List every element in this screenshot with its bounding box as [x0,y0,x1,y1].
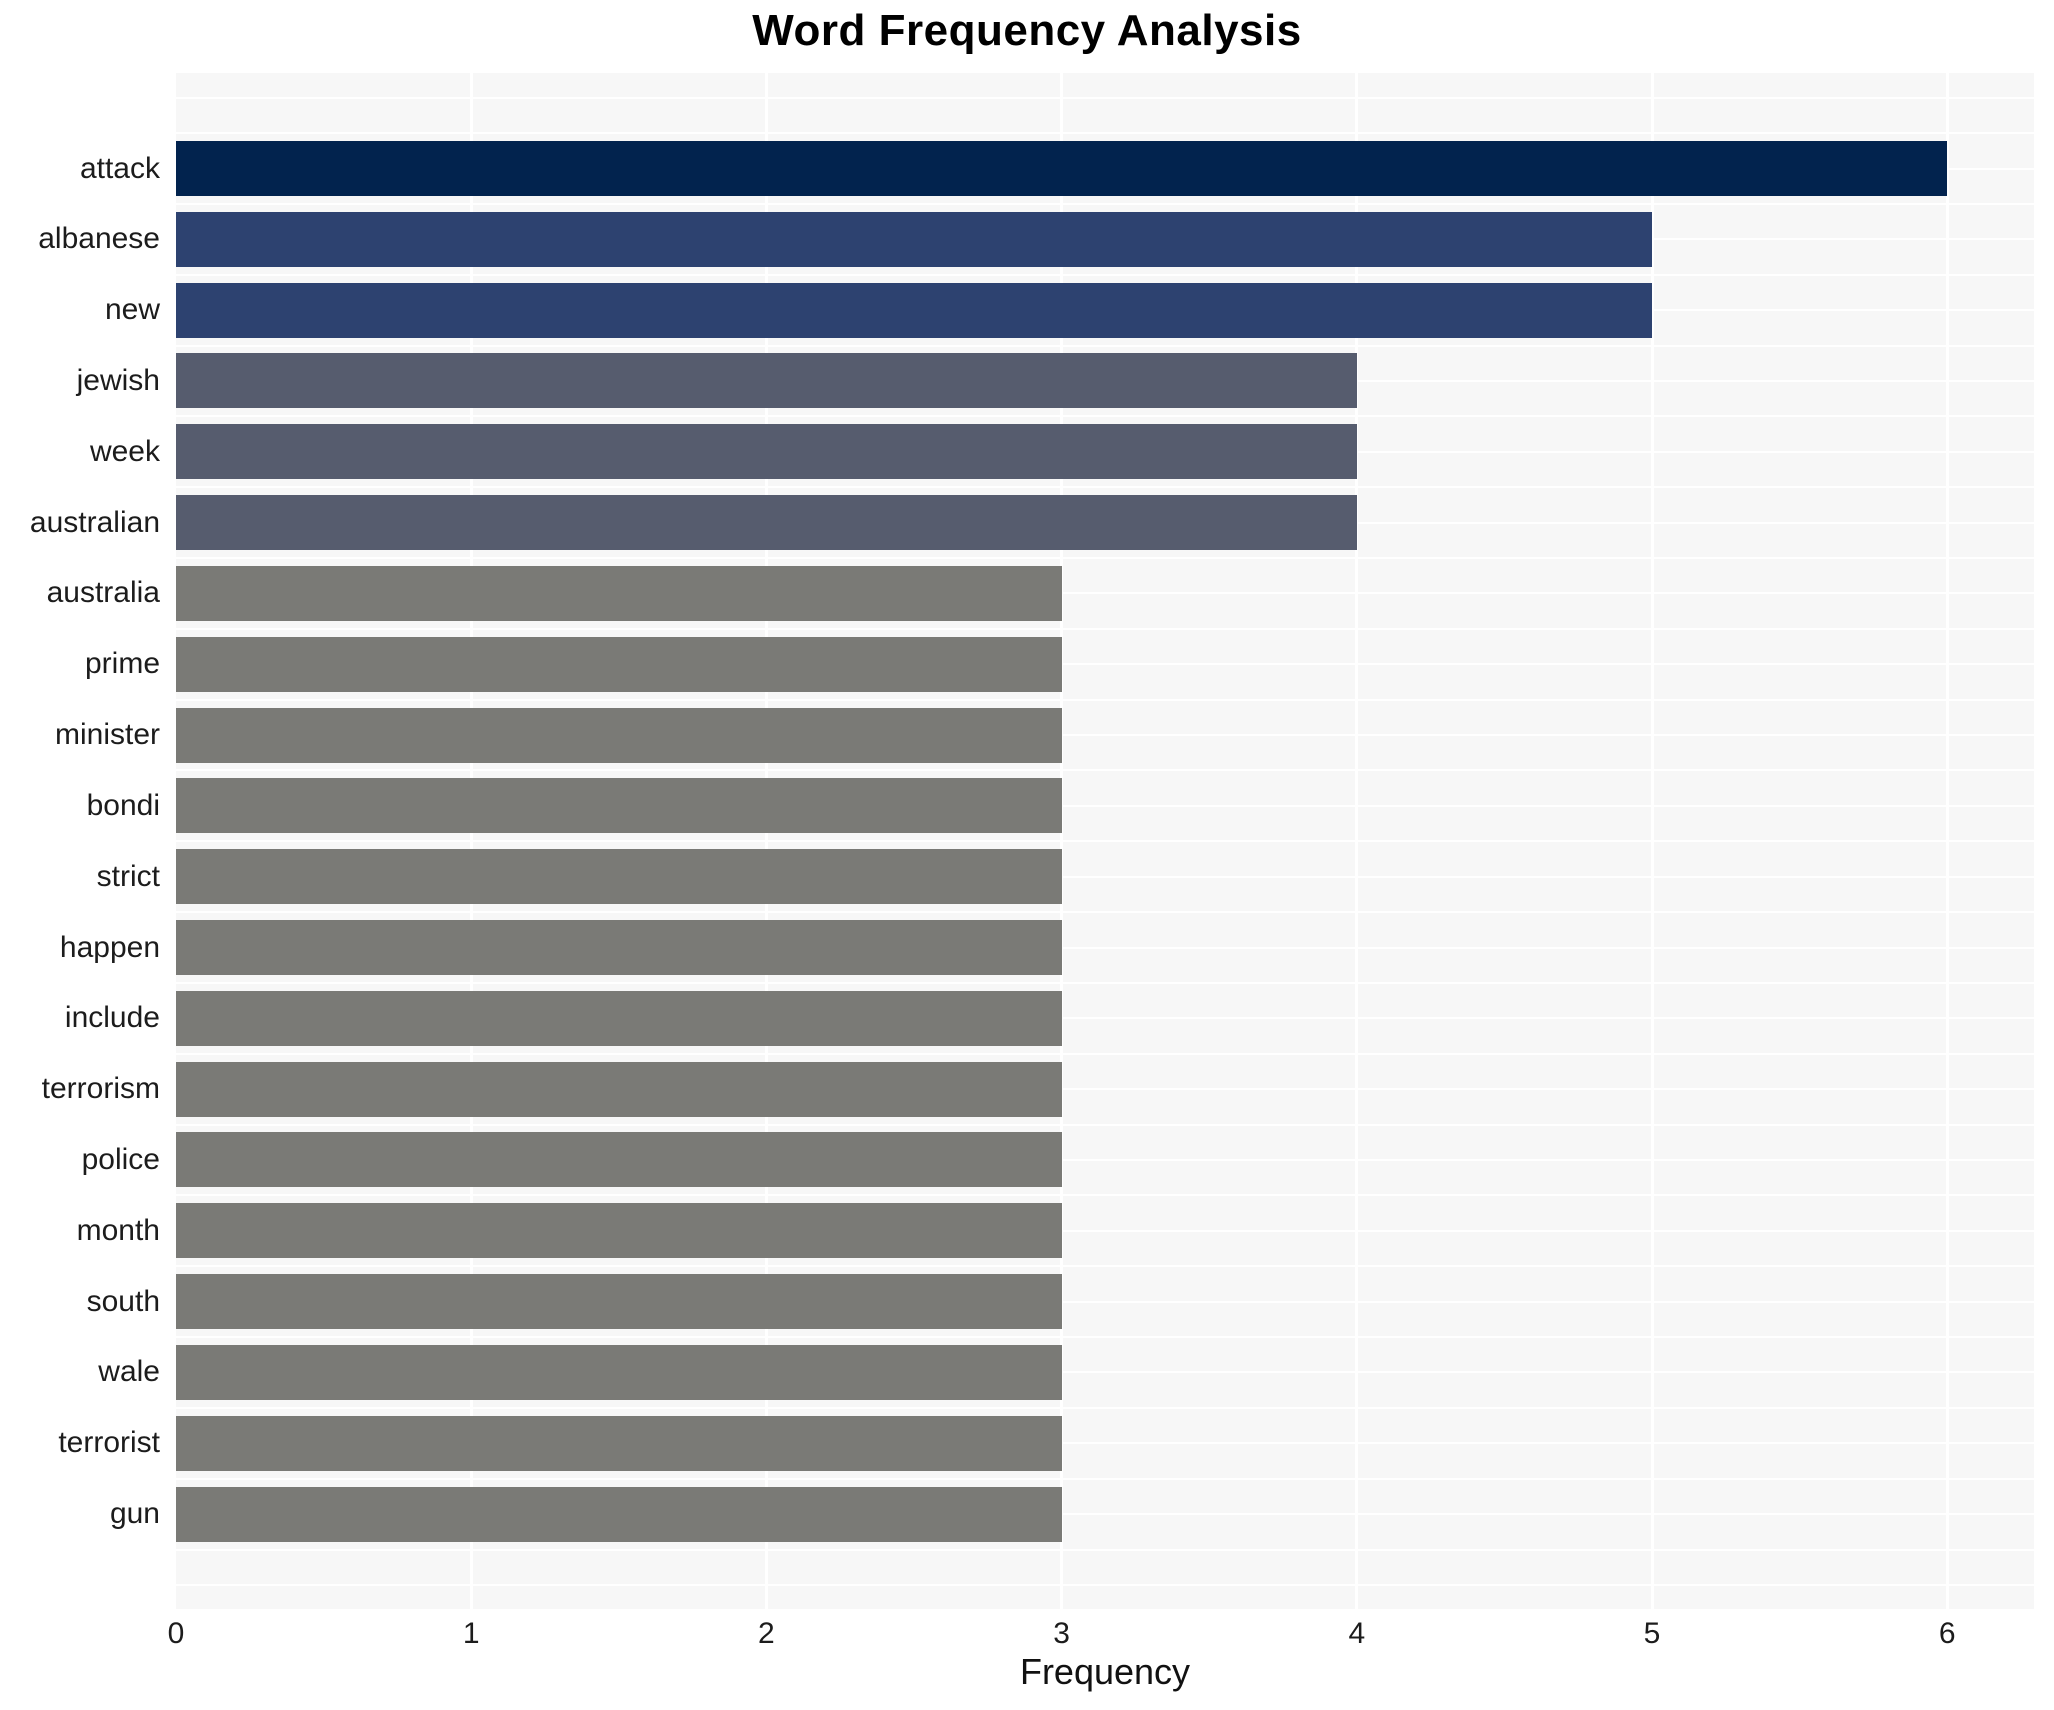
h-gridline [176,1371,2034,1374]
h-gridline [176,911,2034,914]
y-tick-label-albanese: albanese [38,222,160,256]
h-gridline [176,592,2034,595]
plot-area [176,73,2034,1609]
bar-bondi [176,778,1062,834]
y-tick-label-jewish: jewish [76,363,160,397]
h-gridline [176,1406,2034,1409]
x-tick-label-3: 3 [1053,1617,1070,1650]
h-gridline [176,1442,2034,1445]
h-gridline [176,981,2034,984]
h-gridline [176,875,2034,878]
h-gridline [176,1123,2034,1126]
y-tick-label-wale: wale [98,1355,160,1389]
h-gridline [176,946,2034,949]
y-tick-label-new: new [104,293,160,327]
x-tick-label-2: 2 [758,1617,775,1650]
bar-wale [176,1344,1062,1400]
h-gridline [176,344,2034,347]
h-gridline [176,1583,2034,1586]
y-tick-label-happen: happen [59,930,160,964]
bar-south [176,1274,1062,1330]
y-tick-label-terrorism: terrorism [41,1072,160,1106]
x-tick-label-6: 6 [1938,1617,1956,1650]
bar-terrorist [176,1415,1062,1471]
h-gridline [176,557,2034,560]
y-tick-label-gun: gun [109,1497,160,1531]
bar-new [176,282,1652,338]
y-tick-label-police: police [81,1142,160,1176]
h-gridline [176,1477,2034,1480]
h-gridline [176,132,2034,135]
y-tick-label-month: month [76,1213,160,1247]
bar-week [176,424,1357,480]
h-gridline [176,627,2034,630]
chart-title: Word Frequency Analysis [752,6,1302,55]
x-tick-label-1: 1 [462,1617,480,1650]
x-tick-label-5: 5 [1643,1617,1661,1650]
v-gridline-1 [469,73,473,1609]
y-tick-label-strict: strict [96,859,160,893]
h-gridline [176,202,2034,205]
bar-attack [176,141,1948,196]
h-gridline [176,1088,2034,1091]
h-gridline [176,486,2034,489]
y-tick-label-australia: australia [46,576,160,610]
v-gridline-6 [1945,73,1949,1609]
v-gridline-5 [1650,73,1654,1609]
y-tick-label-week: week [89,434,160,468]
bar-strict [176,849,1062,905]
v-gridline-3 [1060,73,1064,1609]
bar-jewish [176,353,1357,409]
y-tick-label-bondi: bondi [86,788,160,822]
v-gridline-2 [764,73,768,1609]
bar-gun [176,1486,1062,1542]
bar-month [176,1203,1062,1259]
h-gridline [176,1513,2034,1516]
h-gridline [176,1017,2034,1020]
h-gridline [176,663,2034,666]
bar-prime [176,636,1062,692]
bar-police [176,1132,1062,1188]
h-gridline [176,1548,2034,1551]
x-axis-label: Frequency [1019,1651,1191,1692]
y-tick-label-attack: attack [79,151,160,185]
y-tick-label-south: south [86,1284,160,1318]
h-gridline [176,769,2034,772]
h-gridline [176,734,2034,737]
bar-terrorism [176,1061,1062,1117]
bar-australia [176,565,1062,621]
v-gridline-4 [1355,73,1359,1609]
bar-include [176,990,1062,1046]
y-tick-label-australian: australian [29,505,160,539]
y-tick-label-terrorist: terrorist [58,1426,160,1460]
y-tick-label-prime: prime [84,647,160,681]
bar-happen [176,920,1062,976]
h-gridline [176,698,2034,701]
h-gridline [176,96,2034,99]
bar-australian [176,495,1357,551]
h-gridline [176,1300,2034,1303]
bar-minister [176,707,1062,763]
x-tick-label-4: 4 [1348,1617,1366,1650]
h-gridline [176,1265,2034,1268]
h-gridline [176,1336,2034,1339]
h-gridline [176,804,2034,807]
h-gridline [176,415,2034,418]
h-gridline [176,1229,2034,1232]
h-gridline [176,1159,2034,1161]
bar-albanese [176,211,1652,267]
y-tick-label-include: include [64,1001,160,1035]
h-gridline [176,273,2034,276]
h-gridline [176,1194,2034,1197]
y-tick-label-minister: minister [54,718,160,752]
h-gridline [176,1052,2034,1055]
x-tick-label-0: 0 [167,1617,185,1650]
h-gridline [176,840,2034,843]
